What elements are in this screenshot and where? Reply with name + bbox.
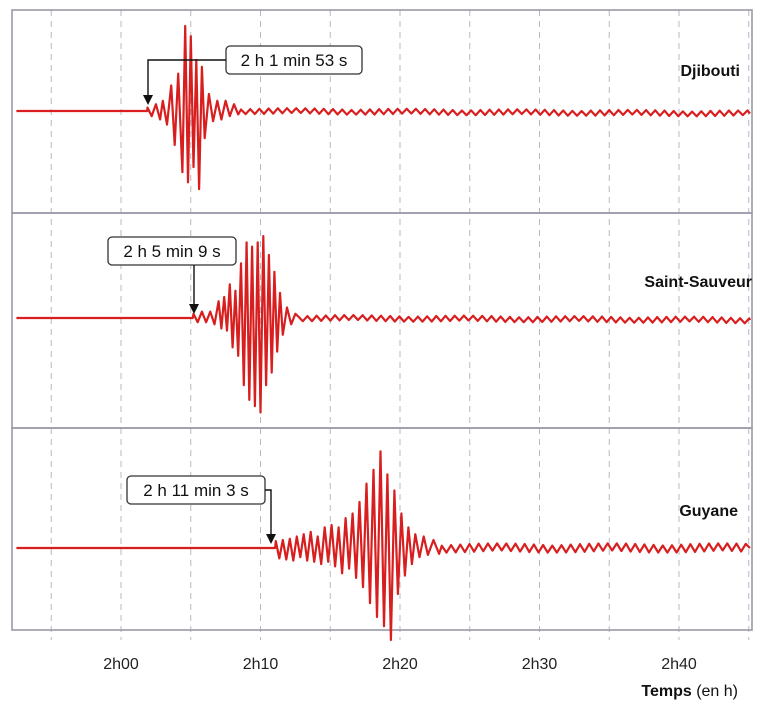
station-panel-border: [11, 427, 753, 631]
station-labels: Djibouti Saint-Sauveur Guyane: [644, 63, 752, 520]
callout-label-guyane: 2 h 11 min 3 s: [143, 481, 249, 500]
callout-arrow-djibouti: [147, 59, 226, 98]
seismogram-trace-guyane: [16, 450, 751, 642]
callout-saint-sauveur: 2 h 5 min 9 s: [107, 236, 237, 314]
x-tick-label: 2h40: [661, 656, 697, 673]
x-tick-label: 2h30: [522, 656, 558, 673]
x-tick-label: 2h00: [103, 656, 139, 673]
callout-arrowhead-guyane: [266, 534, 276, 544]
station-label-saint-sauveur: Saint-Sauveur: [644, 274, 752, 291]
x-tick-label: 2h20: [382, 656, 418, 673]
station-panels: [11, 9, 753, 631]
x-tick-label: 2h10: [243, 656, 279, 673]
station-label-djibouti: Djibouti: [680, 63, 740, 80]
seismogram-trace-djibouti: [16, 24, 751, 191]
callout-arrowhead-saint-sauveur: [189, 304, 199, 314]
arrival-callouts: 2 h 1 min 53 s 2 h 5 min 9 s 2 h 11 min …: [107, 45, 363, 544]
callout-label-djibouti: 2 h 1 min 53 s: [241, 51, 348, 70]
callout-label-saint-sauveur: 2 h 5 min 9 s: [123, 242, 220, 261]
station-label-guyane: Guyane: [679, 503, 738, 520]
x-axis-ticks: 2h00 2h10 2h20 2h30 2h40: [103, 656, 697, 673]
seismogram-traces: [16, 24, 752, 642]
callout-arrow-guyane: [265, 489, 272, 536]
x-axis-title: Temps (en h): [641, 683, 738, 700]
seismogram-trace-saint-sauveur: [16, 235, 752, 414]
callout-arrowhead-djibouti: [143, 95, 153, 105]
callout-djibouti: 2 h 1 min 53 s: [143, 45, 363, 105]
callout-guyane: 2 h 11 min 3 s: [126, 475, 276, 544]
